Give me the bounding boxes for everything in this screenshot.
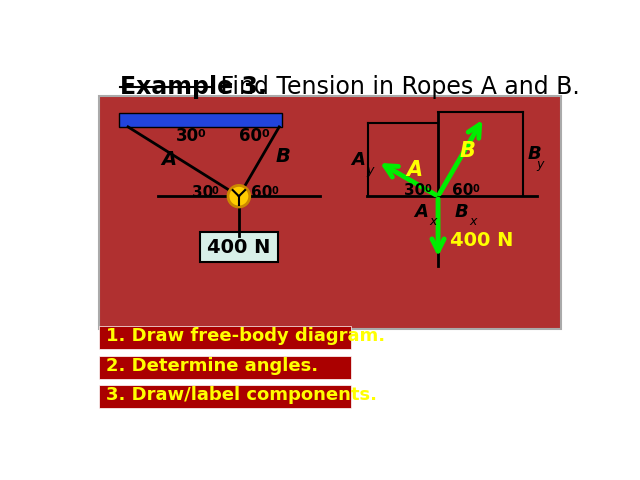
FancyBboxPatch shape [99, 356, 351, 379]
Text: 60: 60 [239, 127, 262, 145]
Text: A: A [406, 160, 422, 180]
Text: 0: 0 [271, 186, 278, 196]
Text: B: B [454, 203, 468, 221]
Text: x: x [429, 216, 437, 228]
Text: 0: 0 [261, 129, 269, 139]
Text: B: B [275, 147, 290, 166]
Circle shape [228, 185, 250, 207]
Text: 400 N: 400 N [451, 231, 514, 251]
Text: A: A [414, 203, 428, 221]
Text: 30: 30 [192, 185, 213, 200]
FancyBboxPatch shape [99, 385, 351, 408]
Text: 30: 30 [175, 127, 198, 145]
Text: 0: 0 [424, 184, 431, 194]
Text: Find Tension in Ropes A and B.: Find Tension in Ropes A and B. [213, 74, 580, 98]
FancyBboxPatch shape [119, 113, 282, 127]
Text: 0: 0 [472, 184, 479, 194]
Text: A: A [161, 150, 177, 169]
FancyBboxPatch shape [99, 326, 351, 349]
Text: 60: 60 [252, 185, 273, 200]
Text: 0: 0 [198, 129, 205, 139]
Text: y: y [536, 158, 544, 171]
Text: B: B [528, 145, 541, 163]
FancyBboxPatch shape [99, 96, 561, 329]
Text: x: x [470, 216, 477, 228]
Text: 400 N: 400 N [207, 238, 271, 256]
Text: 30: 30 [404, 182, 426, 198]
Text: A: A [351, 151, 365, 169]
Text: 0: 0 [212, 186, 218, 196]
Text: Example 3.: Example 3. [120, 74, 267, 98]
Text: B: B [459, 141, 475, 161]
Text: 1. Draw free-body diagram.: 1. Draw free-body diagram. [106, 327, 385, 345]
Text: 2. Determine angles.: 2. Determine angles. [106, 357, 319, 374]
Text: y: y [366, 164, 373, 177]
Text: 60: 60 [452, 182, 474, 198]
Text: 3. Draw/label components.: 3. Draw/label components. [106, 386, 378, 404]
FancyBboxPatch shape [200, 232, 278, 262]
